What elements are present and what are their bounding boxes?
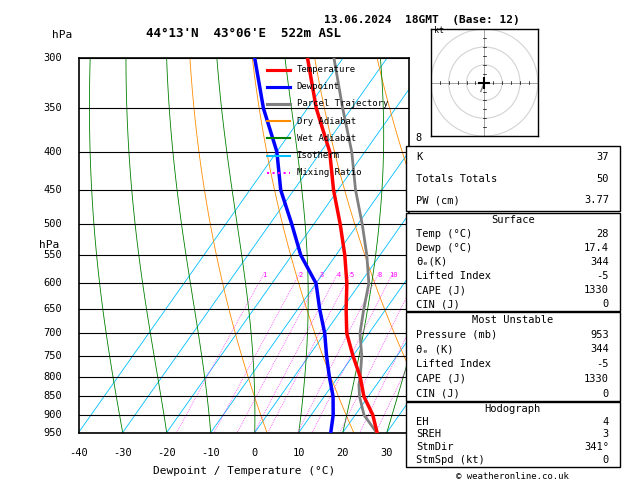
FancyBboxPatch shape [406, 213, 620, 311]
Text: 44°13'N  43°06'E  522m ASL: 44°13'N 43°06'E 522m ASL [146, 27, 342, 39]
Text: -20: -20 [157, 448, 176, 457]
Text: Dewp (°C): Dewp (°C) [416, 243, 472, 253]
Text: 350: 350 [43, 104, 62, 113]
Text: Temperature: Temperature [297, 65, 355, 74]
Text: 10: 10 [389, 272, 398, 278]
Text: θₑ (K): θₑ (K) [416, 345, 454, 354]
Text: -40: -40 [69, 448, 88, 457]
Text: CIN (J): CIN (J) [416, 389, 460, 399]
Text: 750: 750 [43, 351, 62, 361]
Text: EH: EH [416, 417, 429, 427]
Text: 10: 10 [292, 448, 305, 457]
Text: 2: 2 [416, 370, 421, 380]
Text: 450: 450 [43, 185, 62, 195]
Text: 1330: 1330 [584, 374, 609, 384]
Text: 5: 5 [349, 272, 353, 278]
Text: Mixing Ratio (g/kg): Mixing Ratio (g/kg) [454, 246, 464, 357]
Text: 800: 800 [43, 372, 62, 382]
Text: 37: 37 [596, 152, 609, 162]
Text: CIN (J): CIN (J) [416, 299, 460, 309]
Text: 8: 8 [416, 133, 421, 142]
Text: PW (cm): PW (cm) [416, 195, 460, 206]
Text: Most Unstable: Most Unstable [472, 315, 554, 325]
Text: 0: 0 [603, 455, 609, 465]
Text: 650: 650 [43, 304, 62, 314]
Text: Parcel Trajectory: Parcel Trajectory [297, 100, 388, 108]
Text: 30: 30 [381, 448, 393, 457]
Text: 17.4: 17.4 [584, 243, 609, 253]
Text: 3: 3 [603, 430, 609, 439]
FancyBboxPatch shape [406, 312, 620, 401]
Text: 0: 0 [603, 389, 609, 399]
Text: 500: 500 [43, 219, 62, 229]
Text: 950: 950 [43, 428, 62, 437]
Text: Totals Totals: Totals Totals [416, 174, 498, 184]
Text: 400: 400 [43, 147, 62, 156]
Text: hPa: hPa [39, 241, 59, 250]
Text: 8: 8 [377, 272, 381, 278]
Text: 700: 700 [43, 329, 62, 338]
Text: 600: 600 [43, 278, 62, 288]
Text: © weatheronline.co.uk: © weatheronline.co.uk [456, 472, 569, 481]
Text: Wet Adiabat: Wet Adiabat [297, 134, 355, 143]
FancyBboxPatch shape [406, 146, 620, 211]
Text: Pressure (mb): Pressure (mb) [416, 330, 498, 340]
Text: 7: 7 [416, 180, 421, 190]
Text: -10: -10 [201, 448, 220, 457]
Text: Mixing Ratio: Mixing Ratio [297, 168, 361, 177]
Text: 344: 344 [590, 257, 609, 267]
Text: StmSpd (kt): StmSpd (kt) [416, 455, 485, 465]
Text: 4: 4 [603, 417, 609, 427]
Text: Lifted Index: Lifted Index [416, 359, 491, 369]
Text: 4: 4 [336, 272, 340, 278]
Text: kt: kt [435, 26, 445, 35]
Text: 5: 5 [416, 263, 421, 273]
FancyBboxPatch shape [406, 402, 620, 467]
Text: 0: 0 [252, 448, 258, 457]
Text: -5: -5 [596, 271, 609, 281]
Text: 6: 6 [416, 223, 421, 233]
Text: LCL: LCL [416, 376, 433, 386]
Text: 50: 50 [596, 174, 609, 184]
Text: Isotherm: Isotherm [297, 151, 340, 160]
Text: 2: 2 [298, 272, 303, 278]
Text: km
ASL: km ASL [423, 235, 441, 256]
Text: Lifted Index: Lifted Index [416, 271, 491, 281]
Text: 1: 1 [416, 401, 421, 412]
Text: 3: 3 [416, 336, 421, 346]
Text: 1330: 1330 [584, 285, 609, 295]
Text: -30: -30 [113, 448, 132, 457]
Text: 850: 850 [43, 391, 62, 401]
Text: K: K [416, 152, 423, 162]
Text: 550: 550 [43, 250, 62, 260]
Text: 344: 344 [590, 345, 609, 354]
Text: θₑ(K): θₑ(K) [416, 257, 448, 267]
Text: 0: 0 [603, 299, 609, 309]
Text: Hodograph: Hodograph [484, 404, 541, 414]
Text: 13.06.2024  18GMT  (Base: 12): 13.06.2024 18GMT (Base: 12) [323, 15, 520, 25]
Text: Surface: Surface [491, 215, 535, 225]
Text: -5: -5 [596, 359, 609, 369]
Text: Temp (°C): Temp (°C) [416, 229, 472, 239]
Text: hPa: hPa [52, 30, 72, 39]
Text: 341°: 341° [584, 442, 609, 452]
Text: Dewpoint / Temperature (°C): Dewpoint / Temperature (°C) [153, 466, 335, 476]
Text: 953: 953 [590, 330, 609, 340]
Text: 3.77: 3.77 [584, 195, 609, 206]
Text: CAPE (J): CAPE (J) [416, 285, 466, 295]
Text: Dewpoint: Dewpoint [297, 82, 340, 91]
Text: 3: 3 [320, 272, 325, 278]
Text: CAPE (J): CAPE (J) [416, 374, 466, 384]
Text: 28: 28 [596, 229, 609, 239]
Text: 1: 1 [262, 272, 267, 278]
Text: Dry Adiabat: Dry Adiabat [297, 117, 355, 126]
Text: SREH: SREH [416, 430, 442, 439]
Text: 900: 900 [43, 410, 62, 420]
Text: StmDir: StmDir [416, 442, 454, 452]
Text: 20: 20 [337, 448, 349, 457]
Text: 4: 4 [416, 300, 421, 311]
Text: 300: 300 [43, 53, 62, 63]
